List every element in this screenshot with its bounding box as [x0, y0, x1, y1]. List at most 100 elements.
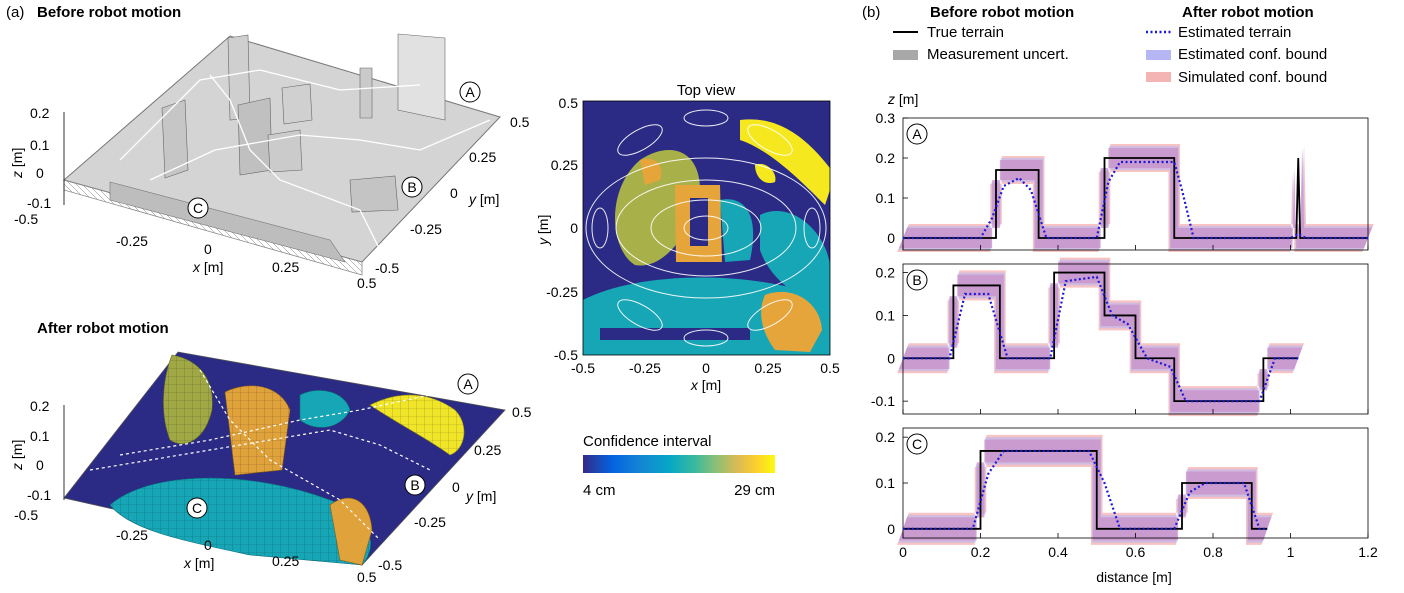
after-x-tick: -0.25	[116, 527, 148, 543]
svg-text:B: B	[407, 179, 416, 195]
before-x-tick: 0.25	[272, 259, 299, 275]
tv-y-tick: -0.5	[554, 347, 578, 363]
y-tick-label: 0.1	[876, 475, 896, 491]
before-marker-a: A	[459, 81, 481, 103]
after-z-label: z [m]	[9, 440, 25, 471]
after-x-tick: -0.5	[14, 507, 38, 523]
top-view-axes: 0.5 0.25 0 -0.25 -0.5 -0.5 -0.25 0 0.25 …	[535, 95, 840, 393]
estimated-bound-band	[898, 437, 1272, 543]
after-z-tick: 0	[36, 457, 44, 473]
legend-before-title: Before robot motion	[930, 4, 1074, 21]
profile-plot-A: 0 0.1 0.2 0.3 A	[876, 110, 1374, 252]
after-z-tick: 0.2	[30, 398, 50, 414]
after-x-tick: 0.5	[357, 569, 377, 585]
profile-marker	[906, 433, 928, 455]
after-axes: 0.2 0.1 0 -0.1 z [m] -0.5 -0.25 0 0.25 0…	[9, 398, 532, 585]
profile-plot-C: 0 0.1 0.2 0 0.2 0.4 0.6 0.8 1 1.2 C	[876, 427, 1378, 560]
y-tick-label: 0	[887, 350, 895, 366]
svg-text:A: A	[465, 84, 475, 100]
x-tick-label: 1	[1287, 544, 1295, 560]
top-view-title: Top view	[677, 82, 736, 99]
top-view-map	[583, 101, 830, 355]
before-marker-b: B	[401, 176, 423, 198]
after-y-tick: 0	[452, 479, 460, 495]
legend-sim-bound: Simulated conf. bound	[1178, 69, 1327, 86]
svg-text:A: A	[463, 376, 473, 392]
before-surface-plot	[62, 33, 501, 276]
before-x-tick: -0.25	[116, 233, 148, 249]
tv-x-tick: -0.25	[629, 360, 661, 376]
before-y-tick: 0.25	[469, 149, 496, 165]
tv-x-tick: 0.5	[820, 360, 840, 376]
after-z-tick: -0.1	[27, 487, 51, 503]
svg-text:C: C	[192, 500, 202, 516]
colorbar-title: Confidence interval	[583, 433, 711, 450]
before-y-tick: 0	[450, 185, 458, 201]
profile-marker-label: C	[912, 436, 922, 452]
estimated-terrain-line	[903, 160, 1368, 240]
legend: Before robot motion True terrain Measure…	[893, 4, 1327, 86]
x-tick-label: 0.4	[1048, 544, 1068, 560]
after-x-tick: 0	[204, 537, 212, 553]
tv-y-tick: 0.5	[559, 95, 579, 111]
y-tick-label: 0.3	[876, 110, 896, 126]
after-title: After robot motion	[37, 320, 169, 337]
profile-marker-label: A	[912, 126, 922, 142]
after-marker-a: A	[457, 373, 479, 395]
profile-marker	[906, 123, 928, 145]
panel-b-tag: (b)	[862, 4, 880, 21]
x-tick-label: 0.8	[1203, 544, 1223, 560]
before-axes: 0.2 0.1 0 -0.1 z [m] -0.5 -0.25 0 0.25 0…	[9, 105, 530, 291]
legend-after-title: After robot motion	[1182, 4, 1314, 21]
panel-a-tag: (a)	[6, 4, 24, 21]
before-z-tick: -0.1	[27, 195, 51, 211]
estimated-terrain-line	[903, 275, 1299, 403]
legend-measurement: Measurement uncert.	[927, 46, 1069, 63]
profile-plots: 0 0.1 0.2 0.3 A -0.1 0 0.1 0.2 B 0 0.1 0.2 0 0.2 0.4 0.6…	[871, 110, 1378, 560]
before-title: Before robot motion	[37, 4, 181, 21]
after-y-tick: -0.5	[378, 557, 402, 573]
after-marker-c: C	[186, 497, 208, 519]
legend-measurement-swatch	[893, 50, 918, 60]
after-surface-plot	[63, 351, 506, 566]
tv-y-label: y [m]	[535, 215, 551, 246]
legend-est-bound: Estimated conf. bound	[1178, 46, 1327, 63]
before-y-label: y [m]	[468, 191, 499, 207]
x-tick-label: 0	[899, 544, 907, 560]
y-tick-label: 0.2	[876, 265, 896, 281]
tv-x-tick: -0.5	[571, 360, 595, 376]
before-marker-c: C	[187, 197, 209, 219]
b-y-label: z [m]	[887, 91, 918, 107]
y-tick-label: 0.2	[876, 429, 896, 445]
after-y-tick: 0.25	[474, 442, 501, 458]
colorbar-max: 29 cm	[734, 482, 775, 499]
legend-true-terrain: True terrain	[927, 24, 1004, 41]
colorbar	[583, 455, 775, 473]
before-x-label: x [m]	[192, 259, 223, 275]
after-y-tick: -0.25	[414, 514, 446, 530]
after-y-label: y [m]	[465, 488, 496, 504]
before-x-tick: -0.5	[14, 211, 38, 227]
y-tick-label: -0.1	[871, 393, 895, 409]
colorbar-min: 4 cm	[583, 482, 616, 499]
profile-marker	[906, 269, 928, 291]
y-tick-label: 0.2	[876, 150, 896, 166]
y-tick-label: 0.1	[876, 307, 896, 323]
after-x-label: x [m]	[183, 555, 214, 571]
tv-y-tick: -0.25	[546, 284, 578, 300]
before-y-tick: -0.25	[410, 221, 442, 237]
legend-estimated-terrain: Estimated terrain	[1178, 24, 1291, 41]
y-tick-label: 0	[887, 230, 895, 246]
before-z-tick: 0.2	[30, 105, 50, 121]
legend-est-bound-swatch	[1146, 50, 1171, 60]
svg-text:C: C	[193, 200, 203, 216]
true-terrain-line	[903, 157, 1368, 239]
legend-sim-bound-swatch	[1146, 72, 1171, 82]
bound-overlap-band	[899, 439, 1272, 541]
after-z-tick: 0.1	[30, 428, 50, 444]
tv-x-label: x [m]	[690, 377, 721, 393]
before-y-tick: -0.5	[375, 260, 399, 276]
y-tick-label: 0.1	[876, 190, 896, 206]
y-tick-label: 0	[887, 521, 895, 537]
